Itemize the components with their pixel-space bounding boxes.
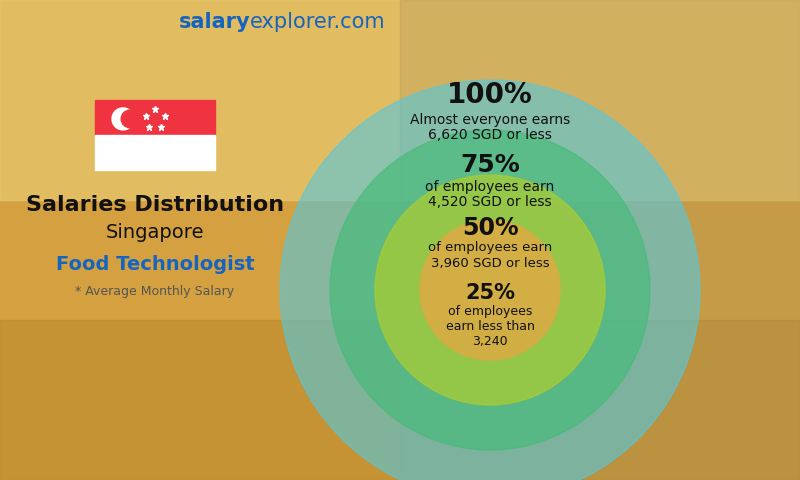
Text: 6,620 SGD or less: 6,620 SGD or less xyxy=(428,128,552,142)
Text: 3,240: 3,240 xyxy=(472,336,508,348)
Circle shape xyxy=(122,110,139,128)
Text: Singapore: Singapore xyxy=(106,223,204,241)
Bar xyxy=(0,0,800,200)
Circle shape xyxy=(330,130,650,450)
Circle shape xyxy=(420,220,560,360)
Text: 75%: 75% xyxy=(460,153,520,177)
Bar xyxy=(0,320,800,480)
Circle shape xyxy=(375,175,605,405)
Text: * Average Monthly Salary: * Average Monthly Salary xyxy=(75,286,234,299)
Text: of employees earn: of employees earn xyxy=(428,241,552,254)
Text: of employees: of employees xyxy=(448,305,532,319)
Text: of employees earn: of employees earn xyxy=(426,180,554,194)
Circle shape xyxy=(280,80,700,480)
Text: explorer.com: explorer.com xyxy=(250,12,386,32)
Bar xyxy=(95,100,215,135)
Text: earn less than: earn less than xyxy=(446,321,534,334)
Text: Almost everyone earns: Almost everyone earns xyxy=(410,113,570,127)
Text: Food Technologist: Food Technologist xyxy=(56,254,254,274)
Text: 25%: 25% xyxy=(465,283,515,303)
Circle shape xyxy=(112,108,134,130)
Bar xyxy=(400,0,800,480)
Text: salary: salary xyxy=(178,12,250,32)
Text: 100%: 100% xyxy=(447,81,533,109)
Text: Salaries Distribution: Salaries Distribution xyxy=(26,195,284,215)
Text: 50%: 50% xyxy=(462,216,518,240)
Bar xyxy=(95,135,215,170)
Text: 3,960 SGD or less: 3,960 SGD or less xyxy=(430,256,550,269)
Text: 4,520 SGD or less: 4,520 SGD or less xyxy=(428,195,552,209)
